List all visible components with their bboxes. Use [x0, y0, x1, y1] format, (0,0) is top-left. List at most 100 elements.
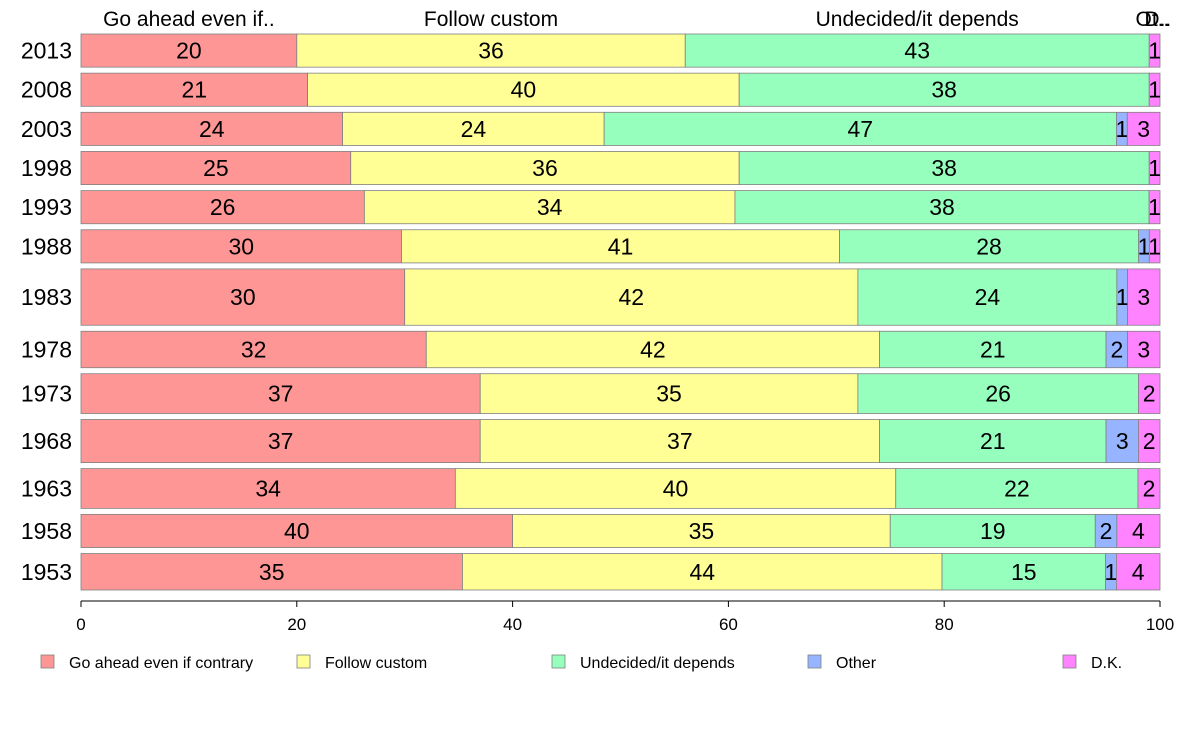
bar-segment: [684, 33, 1150, 68]
y-tick-label: 1963: [21, 475, 72, 501]
bar-segment: [1148, 229, 1161, 264]
y-tick-label: 1988: [21, 233, 72, 259]
data-label: 38: [931, 155, 957, 181]
y-tick-label: 1958: [21, 518, 72, 544]
x-tick-label: 60: [719, 615, 738, 634]
data-label: 2: [1110, 336, 1123, 362]
column-header: Go ahead even if..: [103, 8, 275, 31]
bar-segment: [895, 468, 1139, 509]
data-label: 22: [1004, 475, 1030, 501]
data-label: 24: [461, 116, 487, 142]
bar-segment: [1116, 553, 1161, 591]
y-tick-label: 1968: [21, 428, 72, 454]
data-label: 2: [1143, 381, 1156, 407]
bar-segment: [80, 268, 406, 326]
bar-segment: [363, 190, 736, 225]
x-tick-label: 40: [503, 615, 522, 634]
data-label: 28: [976, 233, 1002, 259]
bar-segment: [1148, 33, 1161, 68]
bar-segment: [80, 33, 298, 68]
data-label: 1: [1148, 194, 1161, 220]
legend-swatch: [40, 654, 55, 669]
data-label: 1: [1148, 233, 1161, 259]
data-label: 34: [537, 194, 563, 220]
bar-segment: [857, 268, 1118, 326]
data-label: 24: [975, 284, 1001, 310]
y-tick-label: 1998: [21, 155, 72, 181]
bar-segment: [1127, 268, 1161, 326]
y-tick-label: 2013: [21, 38, 72, 64]
data-label: 26: [985, 381, 1011, 407]
data-label: 38: [929, 194, 955, 220]
data-label: 25: [203, 155, 229, 181]
x-tick-label: 0: [76, 615, 85, 634]
data-label: 47: [847, 116, 873, 142]
data-label: 35: [689, 518, 715, 544]
data-label: 40: [663, 475, 689, 501]
data-label: 20: [176, 38, 202, 64]
data-label: 2: [1143, 428, 1156, 454]
bar-segment: [1127, 330, 1161, 369]
data-label: 1: [1148, 155, 1161, 181]
data-label: 1: [1138, 233, 1151, 259]
y-tick-label: 1953: [21, 559, 72, 585]
data-label: 1: [1116, 284, 1129, 310]
data-label: 2: [1143, 475, 1156, 501]
bar-segment: [839, 229, 1140, 264]
legend-label: Undecided/it depends: [580, 655, 735, 672]
bar-segment: [454, 468, 897, 509]
data-label: 42: [618, 284, 644, 310]
data-label: 41: [608, 233, 634, 259]
bar-segment: [404, 268, 859, 326]
y-tick-label: 1973: [21, 381, 72, 407]
column-header: Ot..: [1136, 8, 1170, 31]
data-label: 36: [532, 155, 558, 181]
x-tick-label: 80: [935, 615, 954, 634]
data-label: 3: [1116, 428, 1129, 454]
bar-segment: [342, 111, 605, 146]
data-label: 37: [268, 381, 294, 407]
data-label: 30: [228, 233, 254, 259]
data-label: 40: [284, 518, 310, 544]
x-tick-label: 100: [1146, 615, 1174, 634]
x-tick-label: 20: [287, 615, 306, 634]
data-label: 3: [1137, 336, 1150, 362]
data-label: 24: [199, 116, 225, 142]
legend-label: Other: [836, 655, 877, 672]
bar-segment: [307, 72, 740, 107]
y-tick-label: 2003: [21, 116, 72, 142]
data-label: 2: [1100, 518, 1113, 544]
data-label: 21: [181, 77, 207, 103]
data-label: 37: [667, 428, 693, 454]
bar-segment: [1126, 111, 1161, 146]
data-label: 40: [511, 77, 537, 103]
data-label: 1: [1148, 38, 1161, 64]
data-label: 3: [1137, 116, 1150, 142]
bar-segment: [479, 419, 880, 464]
legend-swatch: [551, 654, 566, 669]
data-label: 1: [1148, 77, 1161, 103]
bar-segment: [80, 229, 402, 264]
legend-swatch: [1062, 654, 1077, 669]
data-label: 15: [1011, 559, 1037, 585]
data-label: 21: [980, 428, 1006, 454]
column-header: Follow custom: [424, 8, 558, 31]
data-label: 19: [980, 518, 1006, 544]
bar-segment: [80, 111, 343, 146]
bar-segment: [941, 553, 1106, 591]
data-label: 4: [1132, 559, 1145, 585]
data-label: 43: [904, 38, 930, 64]
data-label: 35: [259, 559, 285, 585]
data-label: 4: [1132, 518, 1145, 544]
bar-segment: [80, 190, 365, 225]
bar-segment: [1148, 151, 1161, 186]
bar-segment: [1148, 72, 1161, 107]
column-header: D..: [1144, 8, 1171, 31]
data-label: 1: [1115, 116, 1128, 142]
legend-swatch: [296, 654, 311, 669]
data-label: 36: [478, 38, 504, 64]
y-tick-label: 1978: [21, 336, 72, 362]
y-tick-label: 1983: [21, 284, 72, 310]
data-label: 30: [230, 284, 256, 310]
